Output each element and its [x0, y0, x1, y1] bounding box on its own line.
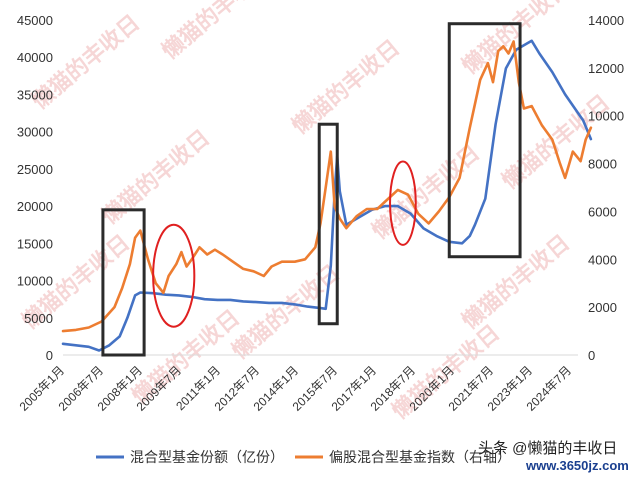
- right-y-axis: 0 2000 4000 6000 8000 10000 12000 14000: [588, 13, 624, 363]
- left-tick-label: 40000: [17, 50, 53, 65]
- series-line-equity-index: [61, 40, 593, 333]
- highlight-ellipse: [389, 160, 417, 246]
- watermark-text: 懒猫的丰收日: [497, 90, 614, 194]
- left-tick-label: 45000: [17, 13, 53, 28]
- right-tick-label: 10000: [588, 109, 624, 124]
- watermark-text: 懒猫的丰收日: [457, 230, 574, 334]
- annotation-layer: [101, 22, 522, 357]
- highlight-box: [317, 122, 339, 326]
- legend-label-index: 偏股混合型基金指数（右轴）: [329, 449, 511, 465]
- left-tick-label: 0: [46, 348, 53, 363]
- right-tick-label: 0: [588, 348, 595, 363]
- x-axis: 2005年1月2006年7月2008年1月2009年7月2011年1月2012年…: [17, 354, 578, 414]
- credit-text: 头条 @懒猫的丰收日: [478, 440, 617, 457]
- site-text: www.3650jz.com: [525, 458, 629, 473]
- left-tick-label: 5000: [24, 311, 53, 326]
- right-tick-label: 6000: [588, 204, 617, 219]
- watermark-text: 懒猫的丰收日: [97, 125, 214, 229]
- highlight-ellipse: [152, 223, 196, 328]
- right-tick-label: 8000: [588, 157, 617, 172]
- left-tick-label: 10000: [17, 274, 53, 289]
- left-y-axis: 0 5000 10000 15000 20000 25000 30000 35000 40000…: [17, 13, 53, 363]
- right-tick-label: 2000: [588, 300, 617, 315]
- legend-label-share: 混合型基金份额（亿份）: [130, 449, 284, 465]
- site-badge: [520, 458, 636, 473]
- watermark-text: 懒猫的丰收日: [227, 260, 344, 364]
- legend: 混合型基金份额（亿份） 偏股混合型基金指数（右轴）: [96, 449, 511, 465]
- right-tick-label: 12000: [588, 61, 624, 76]
- credit-overlay: 头条 @懒猫的丰收日 www.3650jz.com: [478, 440, 636, 473]
- highlight-box: [447, 22, 522, 259]
- left-tick-label: 35000: [17, 87, 53, 102]
- left-tick-label: 15000: [17, 236, 53, 251]
- left-tick-label: 30000: [17, 125, 53, 140]
- watermark-text: 懒猫的丰收日: [157, 0, 274, 64]
- watermark-text: 懒猫的丰收日: [287, 35, 404, 139]
- left-tick-label: 25000: [17, 162, 53, 177]
- left-tick-label: 20000: [17, 199, 53, 214]
- highlight-box: [101, 208, 146, 357]
- right-tick-label: 4000: [588, 252, 617, 267]
- right-tick-label: 14000: [588, 13, 624, 28]
